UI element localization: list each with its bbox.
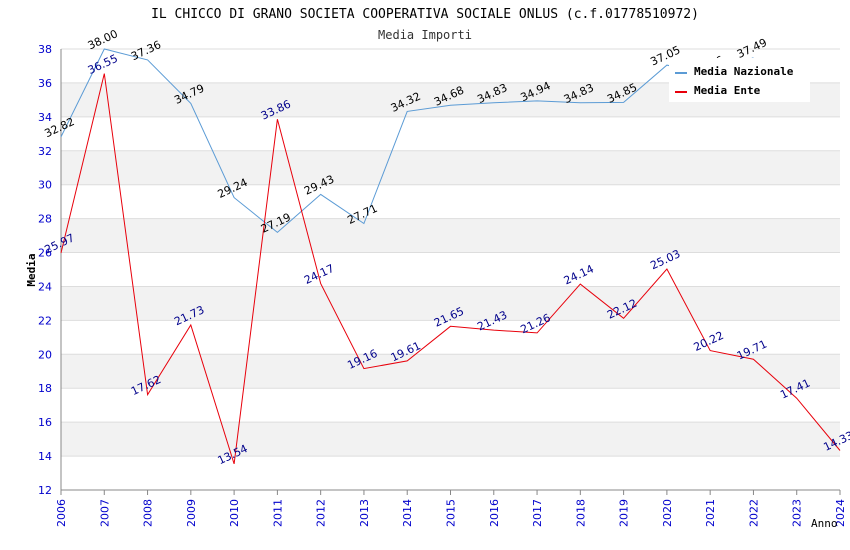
legend-label-media-ente: Media Ente: [694, 84, 761, 97]
x-tick-label: 2019: [618, 499, 631, 527]
series-line-media-ente: [60, 73, 841, 465]
y-tick-label: 18: [38, 382, 52, 395]
x-tick-label: 2024: [834, 499, 847, 527]
x-tick-label: 2010: [228, 499, 241, 527]
plot-bands: [61, 82, 840, 457]
data-label-media-ente: 20.22: [692, 329, 726, 354]
x-tick-label: 2022: [747, 499, 760, 527]
x-tick-labels: 2006 2007 2008 2009 2010 2011 2012 2013 2014 2015…: [55, 490, 847, 527]
plot-band: [61, 150, 840, 185]
y-axis-label: Media: [25, 253, 38, 286]
gridlines: [61, 48, 840, 491]
y-tick-label: 36: [38, 77, 52, 90]
y-tick-label: 30: [38, 179, 52, 192]
x-tick-label: 2021: [704, 499, 717, 527]
y-tick-label: 22: [38, 314, 52, 327]
legend-label-media-nazionale: Media Nazionale: [694, 65, 794, 78]
x-tick-label: 2023: [791, 499, 804, 527]
x-tick-label: 2016: [488, 499, 501, 527]
data-label-media-ente: 36.55: [86, 52, 120, 77]
y-tick-label: 24: [38, 280, 52, 293]
legend: Media Nazionale Media Ente: [669, 58, 810, 102]
y-tick-label: 26: [38, 247, 52, 260]
series-line-media-nazionale: [60, 48, 754, 234]
x-tick-label: 2013: [358, 499, 371, 527]
x-tick-label: 2011: [271, 499, 284, 527]
plot-band: [61, 422, 840, 457]
chart-subtitle: Media Importi: [378, 28, 472, 42]
data-label-media-ente: 24.14: [562, 262, 596, 287]
series-lines: [60, 48, 841, 465]
y-tick-label: 16: [38, 416, 52, 429]
x-tick-label: 2017: [531, 499, 544, 527]
data-label-media-nazionale: 37.49: [735, 36, 769, 61]
plot-band: [61, 286, 840, 321]
y-tick-label: 20: [38, 348, 52, 361]
x-tick-label: 2012: [315, 499, 328, 527]
y-tick-label: 38: [38, 43, 52, 56]
plot-band: [61, 218, 840, 253]
chart-title: IL CHICCO DI GRANO SOCIETA COOPERATIVA S…: [151, 7, 699, 22]
y-tick-label: 34: [38, 111, 52, 124]
x-tick-label: 2018: [574, 499, 587, 527]
x-tick-label: 2009: [185, 499, 198, 527]
x-axis-label: Anno: [811, 517, 838, 530]
data-label-media-ente: 24.17: [302, 262, 336, 287]
y-tick-label: 14: [38, 450, 52, 463]
y-tick-label: 32: [38, 145, 52, 158]
x-tick-label: 2008: [142, 499, 155, 527]
x-tick-label: 2014: [401, 499, 414, 527]
x-tick-label: 2007: [98, 499, 111, 527]
plot-band: [61, 354, 840, 389]
x-tick-label: 2020: [661, 499, 674, 527]
y-tick-label: 28: [38, 213, 52, 226]
x-tick-label: 2015: [445, 499, 458, 527]
legend-box: [669, 58, 810, 102]
y-tick-labels: 12 14 16 18 20 22 24 26 28 30 32 34 36 38: [38, 43, 52, 497]
x-tick-label: 2006: [55, 499, 68, 527]
y-tick-label: 12: [38, 484, 52, 497]
